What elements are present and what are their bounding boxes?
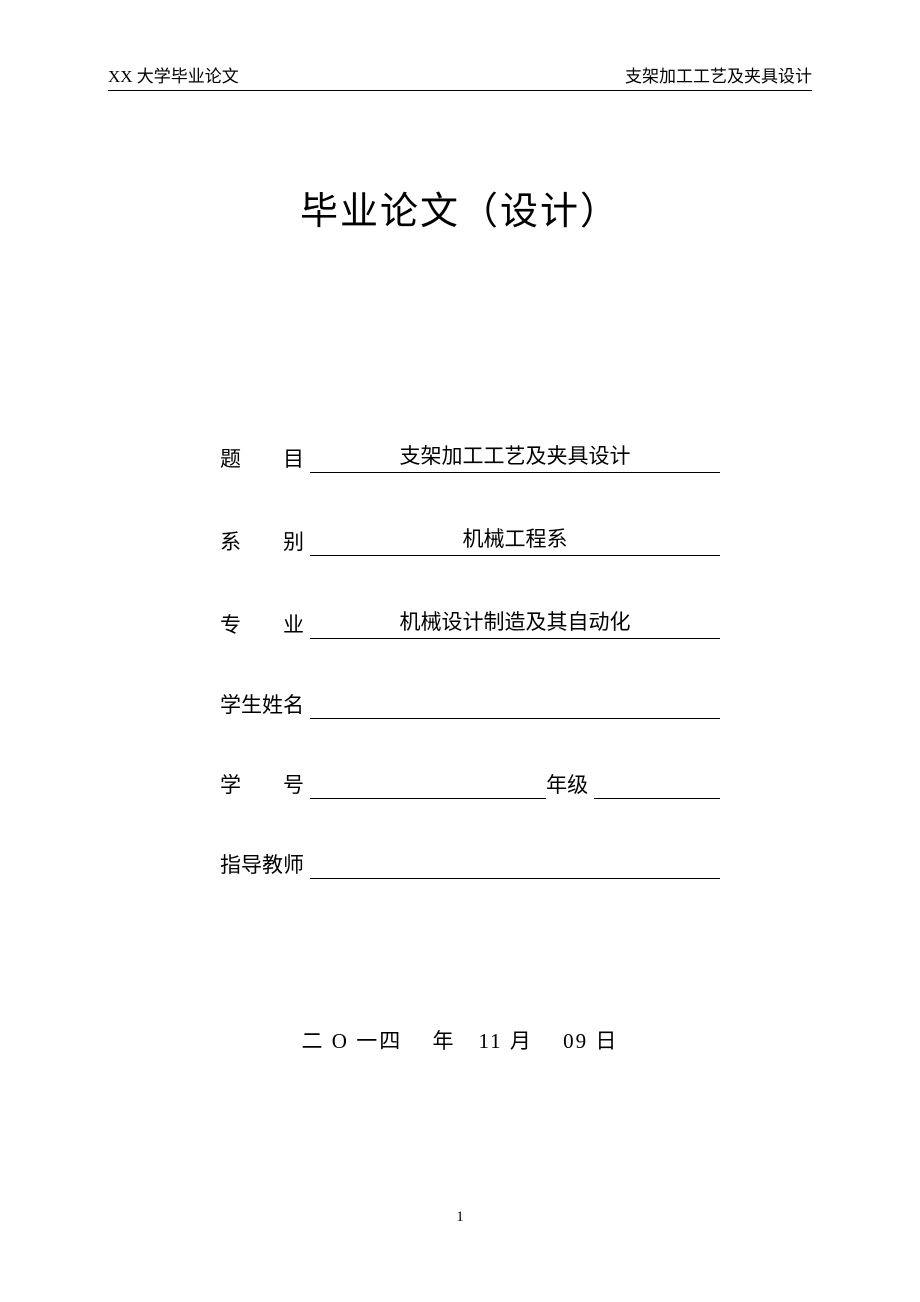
- form-label-grade: 年级: [546, 769, 588, 799]
- form-label-advisor: 指导教师: [220, 849, 304, 879]
- form-value-student-name: [310, 695, 720, 719]
- form-container: 题 目 支架加工工艺及夹具设计 系 别 机械工程系 专 业 机械设计制造及其自动…: [220, 440, 720, 929]
- form-row-student-id: 学 号 年级: [220, 769, 720, 799]
- date-section: 二 O 一四 年 11 月 09 日: [0, 1025, 920, 1055]
- header-left: XX 大学毕业论文: [108, 62, 239, 87]
- form-row-department: 系 别 机械工程系: [220, 523, 720, 556]
- form-value-topic: 支架加工工艺及夹具设计: [310, 440, 720, 473]
- header-divider: [108, 90, 812, 91]
- form-row-student-name: 学生姓名: [220, 689, 720, 719]
- form-row-major: 专 业 机械设计制造及其自动化: [220, 606, 720, 639]
- form-label-department: 系 别: [220, 526, 304, 556]
- page-header: XX 大学毕业论文 支架加工工艺及夹具设计: [108, 62, 812, 87]
- form-value-grade: [594, 775, 720, 799]
- header-right: 支架加工工艺及夹具设计: [625, 62, 812, 87]
- main-title: 毕业论文（设计）: [0, 180, 920, 235]
- form-row-advisor: 指导教师: [220, 849, 720, 879]
- form-label-topic: 题 目: [220, 443, 304, 473]
- form-label-major: 专 业: [220, 609, 304, 639]
- form-value-student-id: [310, 775, 546, 799]
- form-label-student-name: 学生姓名: [220, 689, 304, 719]
- form-label-student-id: 学 号: [220, 769, 304, 799]
- form-row-topic: 题 目 支架加工工艺及夹具设计: [220, 440, 720, 473]
- form-value-department: 机械工程系: [310, 523, 720, 556]
- page-number: 1: [0, 1209, 920, 1226]
- form-value-advisor: [310, 855, 720, 879]
- form-value-major: 机械设计制造及其自动化: [310, 606, 720, 639]
